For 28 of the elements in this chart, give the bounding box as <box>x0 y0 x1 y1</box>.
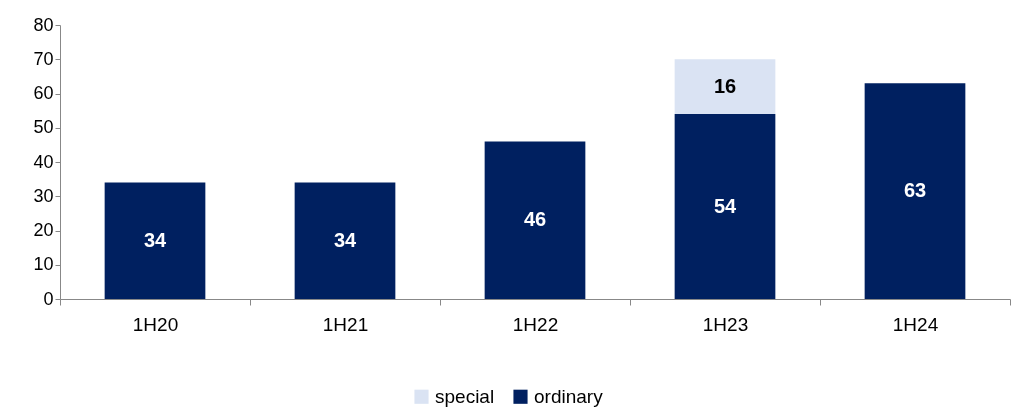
y-tick-label: 10 <box>33 254 54 275</box>
x-tick-label: 1H23 <box>702 313 749 335</box>
y-tick-label: 40 <box>33 151 54 172</box>
bar <box>674 59 776 115</box>
legend-label: ordinary <box>534 385 604 407</box>
bar <box>484 141 586 299</box>
bar <box>294 182 396 299</box>
y-tick-label: 70 <box>33 48 54 69</box>
x-tick-label: 1H21 <box>322 313 369 335</box>
data-label: 63 <box>903 179 927 202</box>
data-label: 16 <box>713 74 737 97</box>
data-label: 46 <box>523 208 547 231</box>
data-label: 54 <box>713 194 737 217</box>
y-tick-label: 20 <box>33 220 54 240</box>
bar <box>104 182 206 299</box>
bar <box>674 114 776 299</box>
legend-label: special <box>435 385 495 407</box>
y-tick-label: 60 <box>33 83 54 103</box>
data-label: 34 <box>143 228 167 251</box>
y-tick-label: 0 <box>43 288 54 309</box>
x-tick-label: 1H24 <box>892 313 939 335</box>
bar <box>864 83 966 299</box>
x-tick-label: 1H22 <box>512 313 559 335</box>
y-tick-label: 80 <box>33 14 54 35</box>
y-tick-label: 30 <box>33 185 54 206</box>
y-tick-label: 50 <box>33 117 54 138</box>
data-label: 34 <box>333 228 357 251</box>
x-tick-label: 1H20 <box>132 313 179 335</box>
